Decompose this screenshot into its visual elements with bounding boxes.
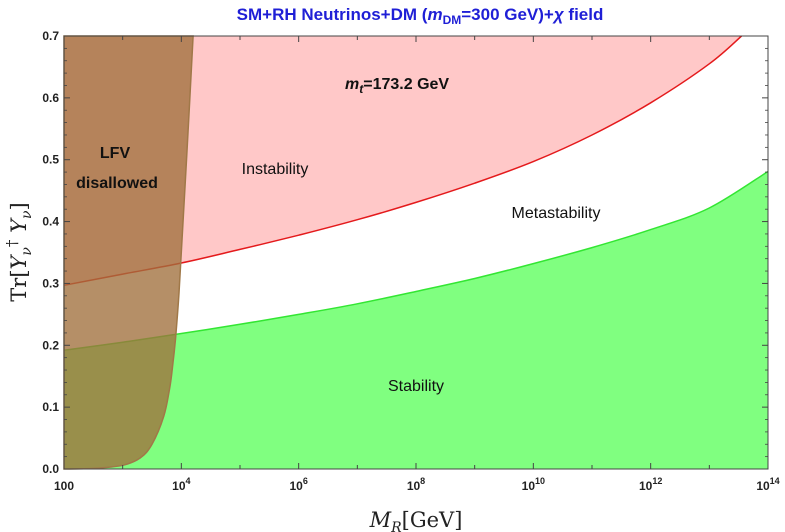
- y-tick-label: 0.2: [42, 338, 59, 352]
- y-tick-label: 0.0: [42, 462, 59, 476]
- x-axis-label: MR[GeV]: [369, 508, 463, 532]
- x-tick-label: 1012: [639, 476, 662, 493]
- metastability-boundary-line: [63, 170, 769, 351]
- instability-region: [64, 36, 742, 286]
- x-axis-ticks: 100 104 106 108 1010 1012 1014: [54, 36, 780, 493]
- stability-label: Stability: [388, 378, 444, 395]
- y-tick-label: 0.5: [42, 153, 59, 167]
- y-axis-ticks: 0.0 0.1 0.2 0.3 0.4 0.5 0.6 0.7: [42, 29, 768, 476]
- y-tick-label: 0.1: [42, 400, 59, 414]
- x-tick-label: 108: [407, 476, 425, 493]
- x-tick-label: 1014: [756, 476, 779, 493]
- x-tick-label: 100: [54, 479, 74, 493]
- y-tick-label: 0.3: [42, 276, 59, 290]
- y-tick-label: 0.4: [42, 215, 59, 229]
- x-tick-label: 1010: [522, 476, 545, 493]
- instability-label: Instability: [242, 161, 309, 178]
- lfv-disallowed-label: disallowed: [76, 175, 158, 192]
- x-tick-label: 106: [289, 476, 307, 493]
- lfv-disallowed-region: [63, 35, 194, 470]
- lfv-label: LFV: [100, 145, 131, 162]
- x-tick-label: 104: [172, 476, 190, 493]
- y-tick-label: 0.7: [42, 29, 59, 43]
- y-tick-label: 0.6: [42, 91, 59, 105]
- y-axis-label: Tr[Yν† Yν]: [3, 202, 35, 301]
- top-mass-annotation: mt=173.2 GeV: [345, 76, 449, 96]
- stability-region: [64, 171, 768, 469]
- chart-title: SM+RH Neutrinos+DM (mDM=300 GeV)+χ field: [237, 5, 604, 27]
- metastability-label: Metastability: [512, 205, 601, 222]
